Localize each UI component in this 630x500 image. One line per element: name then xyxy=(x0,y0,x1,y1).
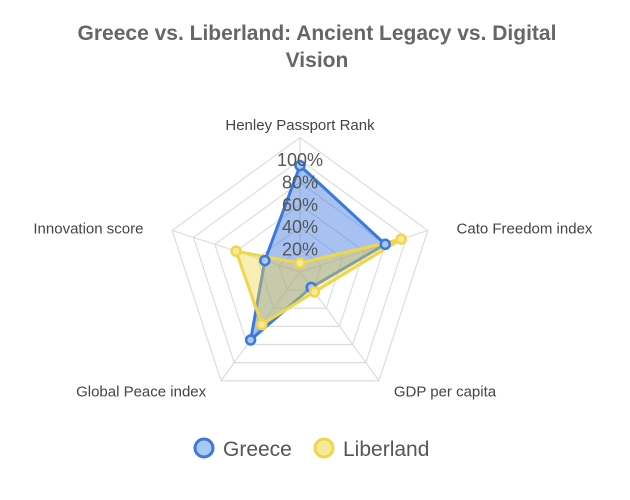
data-point-liberland[interactable] xyxy=(230,245,242,257)
grid-ring xyxy=(214,181,386,346)
grid-ring xyxy=(235,204,365,327)
legend-item-greece[interactable]: Greece xyxy=(193,437,292,461)
radar-tick-labels: 20% 40%60% 80%100% xyxy=(277,150,323,260)
legend-marker xyxy=(313,437,335,459)
legend-label: Greece xyxy=(223,438,292,461)
chart-title-line-1: Greece vs. Liberland: Ancient Legacy vs.… xyxy=(78,22,557,45)
tick-label: 40% xyxy=(282,217,318,237)
axis-label: GDP per capita xyxy=(394,384,497,401)
data-point-greece[interactable] xyxy=(244,334,257,346)
data-point-liberland[interactable] xyxy=(308,286,321,298)
tick-label: 80% xyxy=(282,172,318,192)
data-point-greece[interactable] xyxy=(294,159,306,172)
tick-label: 60% xyxy=(282,195,318,215)
radar-grid xyxy=(171,136,429,382)
data-point-greece[interactable] xyxy=(379,238,391,251)
radar-axis-labels: Henley Passport Rank Cato Freedom index GD… xyxy=(33,117,593,401)
data-point-liberland[interactable] xyxy=(294,257,306,269)
chart-title: Greece vs. Liberland: Ancient Legacy vs.… xyxy=(78,22,557,72)
axis-label: Global Peace index xyxy=(76,384,207,401)
grid-ring xyxy=(192,159,408,364)
grid-ring xyxy=(256,226,344,309)
legend-label: Liberland xyxy=(343,438,429,461)
axis-label: Cato Freedom index xyxy=(457,220,593,237)
data-point-liberland[interactable] xyxy=(256,318,268,331)
chart-title-line-2: Vision xyxy=(286,49,349,72)
radar-series xyxy=(230,159,407,346)
axis-label: Henley Passport Rank xyxy=(225,117,375,134)
legend-marker xyxy=(193,437,215,459)
data-point-greece[interactable] xyxy=(259,254,271,267)
chart-legend[interactable]: Greece Liberland xyxy=(193,437,429,461)
data-point-liberland[interactable] xyxy=(395,233,407,245)
tick-label: 100% xyxy=(277,150,323,170)
grid-ring-outer xyxy=(171,136,429,382)
grid-ring xyxy=(277,248,323,291)
legend-item-liberland[interactable]: Liberland xyxy=(313,437,429,461)
tick-label: 20% xyxy=(282,240,318,260)
axis-label: Innovation score xyxy=(33,220,143,237)
